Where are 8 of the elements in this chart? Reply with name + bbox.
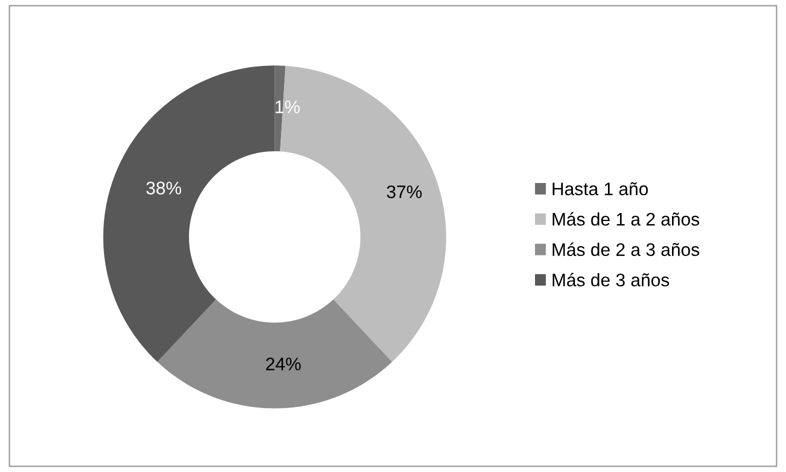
data-label: 38%: [146, 182, 182, 194]
data-label: 37%: [386, 185, 422, 198]
legend-label: Más de 1 a 2 años: [552, 212, 700, 226]
legend-label: Hasta 1 año: [552, 182, 648, 196]
legend-label: Más de 2 a 3 años: [552, 242, 700, 256]
donut-slice: [157, 299, 392, 408]
legend-label: Más de 3 años: [552, 272, 670, 286]
data-label: 24%: [266, 358, 301, 370]
